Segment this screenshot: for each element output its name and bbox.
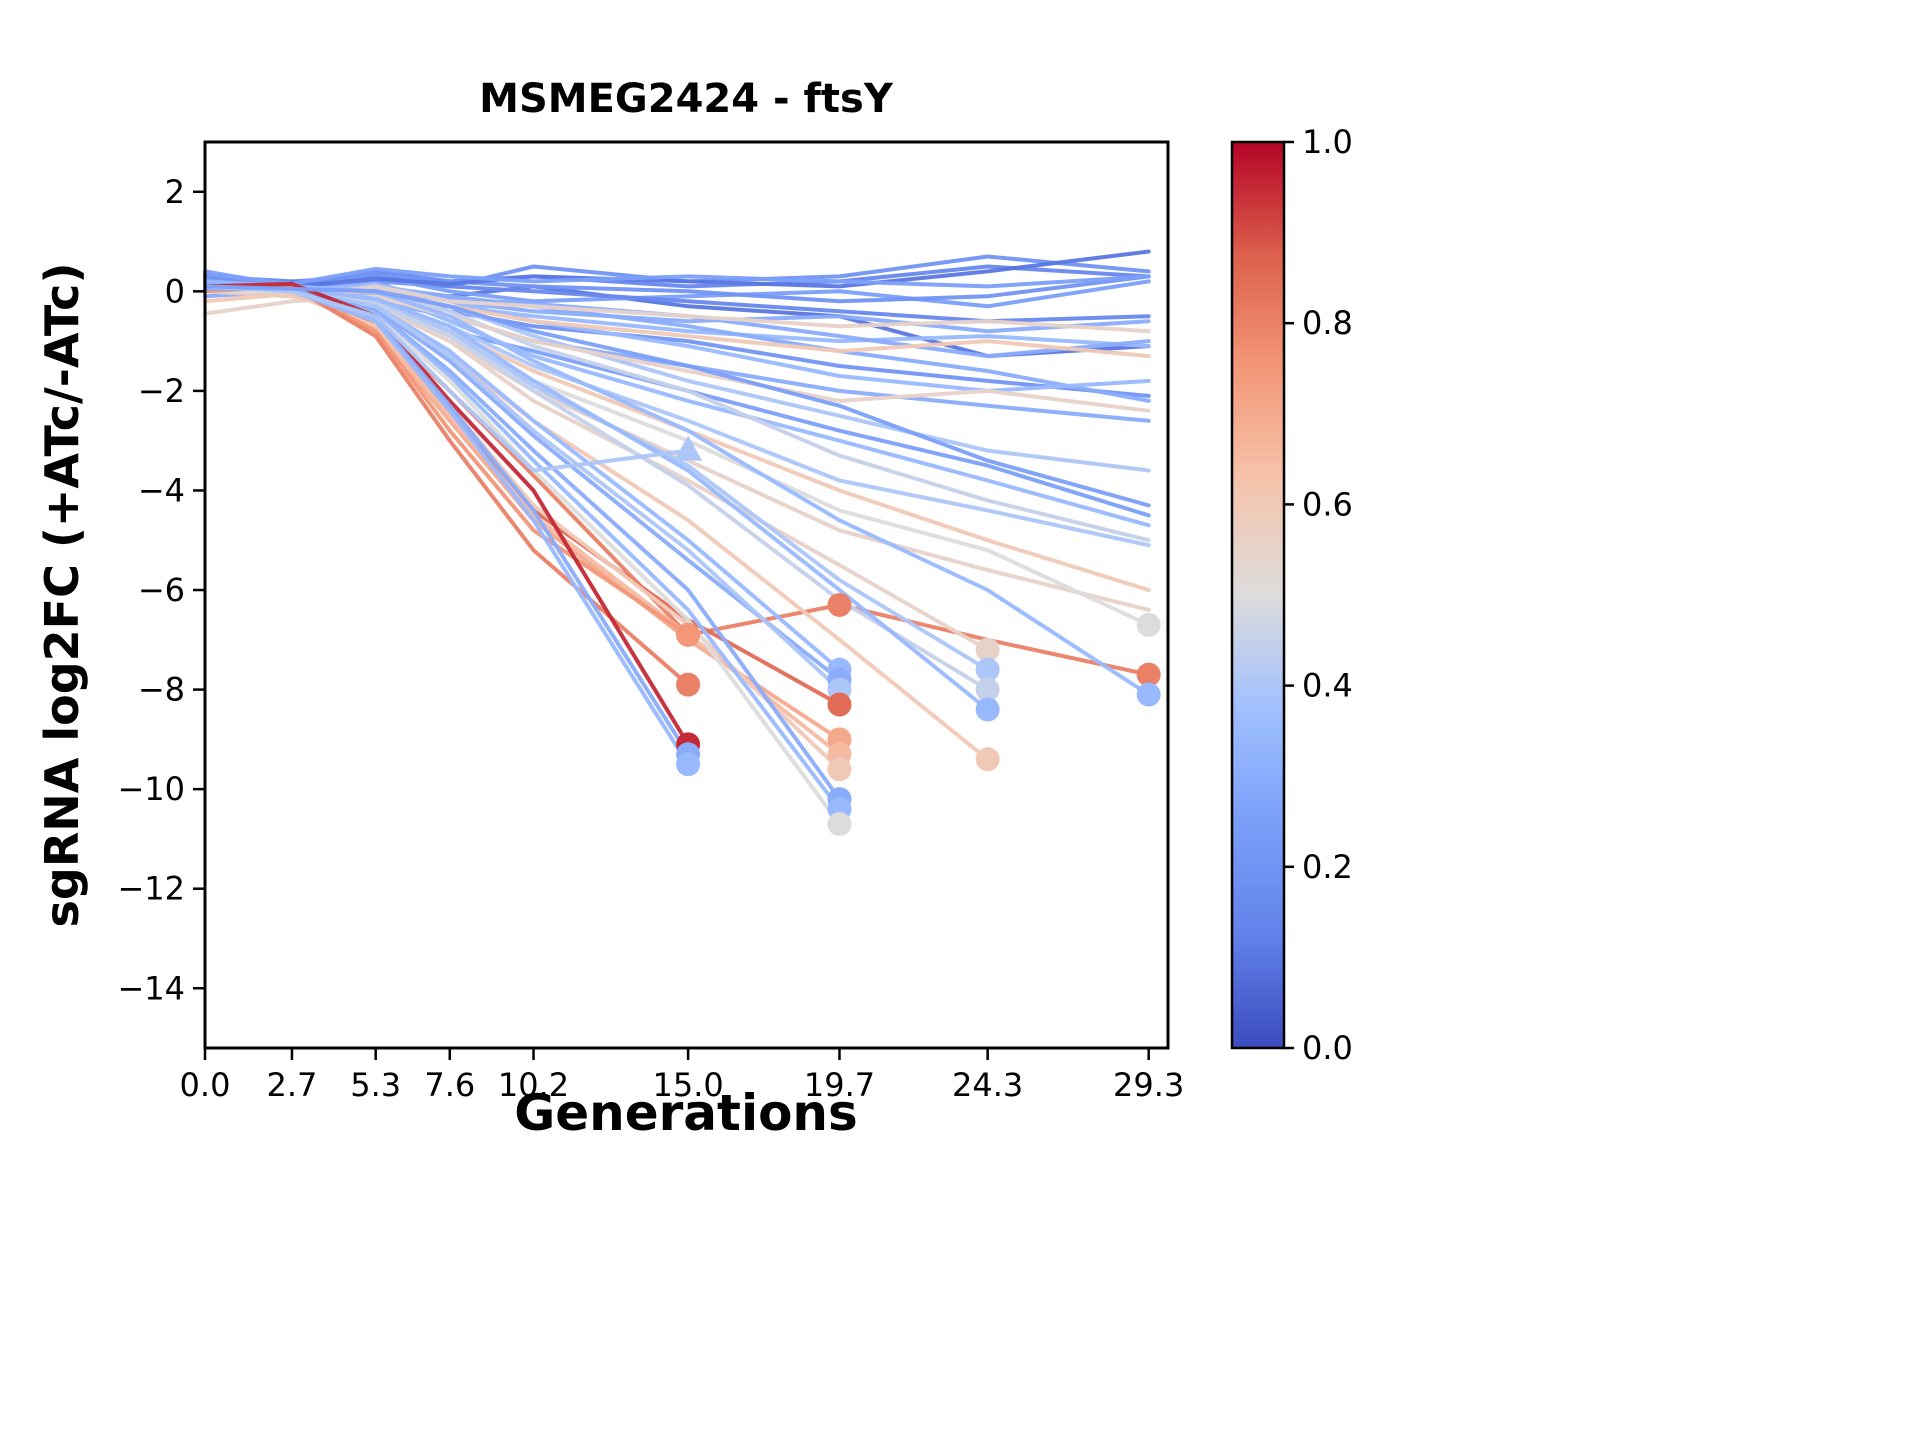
axes: 0.0 2.7 5.3 7.6 10.2 15.0 19.7 24.3 29.3 2 0 −2 −4 −6… — [117, 140, 1184, 1104]
x-tick-label: 7.6 — [424, 1066, 475, 1104]
x-tick-label: 19.7 — [804, 1066, 875, 1104]
series-lines — [203, 249, 1151, 826]
dropout-markers — [674, 435, 1161, 836]
series-line — [203, 284, 842, 802]
dropout-dot — [1136, 682, 1161, 707]
y-tick-label: −2 — [138, 372, 185, 410]
colorbar-tick-label: 0.0 — [1302, 1029, 1353, 1067]
series-line — [203, 249, 1151, 289]
dropout-dot — [975, 677, 1000, 702]
dropout-dot — [676, 752, 701, 777]
y-tick-label: −14 — [117, 969, 185, 1007]
y-tick-label: 0 — [165, 272, 185, 310]
series-line — [203, 281, 691, 747]
colorbar-tick-label: 0.6 — [1302, 485, 1353, 523]
x-tick-label: 24.3 — [952, 1066, 1023, 1104]
plot-border — [203, 140, 1170, 1050]
dropout-dot — [975, 697, 1000, 722]
triangle-marker — [674, 435, 703, 461]
dropout-dot — [676, 672, 701, 697]
y-tick-label: −4 — [138, 471, 185, 509]
dropout-dot — [1136, 612, 1161, 637]
y-axis-label: sgRNA log2FC (+ATc/-ATc) — [35, 263, 89, 928]
x-tick-label: 0.0 — [180, 1066, 231, 1104]
x-tick-label: 15.0 — [652, 1066, 723, 1104]
chart-title: MSMEG2424 - ftsY — [479, 76, 894, 122]
y-tick-label: −10 — [117, 770, 185, 808]
dropout-dot — [975, 657, 1000, 682]
colorbar-tick-label: 1.0 — [1302, 123, 1353, 161]
y-tick-label: 2 — [165, 173, 185, 211]
colorbar-tick-label: 0.2 — [1302, 848, 1353, 886]
dropout-dot — [827, 592, 852, 617]
y-tick-label: −8 — [138, 671, 185, 709]
colorbar-tick-label: 0.4 — [1302, 667, 1353, 705]
x-tick-label: 5.3 — [350, 1066, 401, 1104]
dropout-dot — [975, 637, 1000, 662]
x-tick-label: 2.7 — [267, 1066, 318, 1104]
colorbar-gradient — [1232, 142, 1284, 1048]
dropout-dot — [827, 757, 852, 782]
dropout-dot — [1136, 662, 1161, 687]
x-tick-label: 10.2 — [498, 1066, 569, 1104]
x-tick-label: 29.3 — [1113, 1066, 1184, 1104]
dropout-dot — [975, 747, 1000, 772]
dropout-dot — [827, 692, 852, 717]
dropout-dot — [827, 811, 852, 836]
y-tick-label: −6 — [138, 571, 185, 609]
series-line — [203, 284, 1151, 508]
colorbar-tick-label: 0.8 — [1302, 304, 1353, 342]
y-tick-label: −12 — [117, 870, 185, 908]
series-line — [203, 289, 990, 762]
colorbar: 0.0 0.2 0.4 0.6 0.8 1.0 — [1230, 123, 1353, 1067]
dropout-dot — [676, 622, 701, 647]
colorbar-border — [1230, 140, 1286, 1050]
series-line — [203, 266, 1151, 289]
x-axis-label: Generations — [514, 1084, 858, 1142]
